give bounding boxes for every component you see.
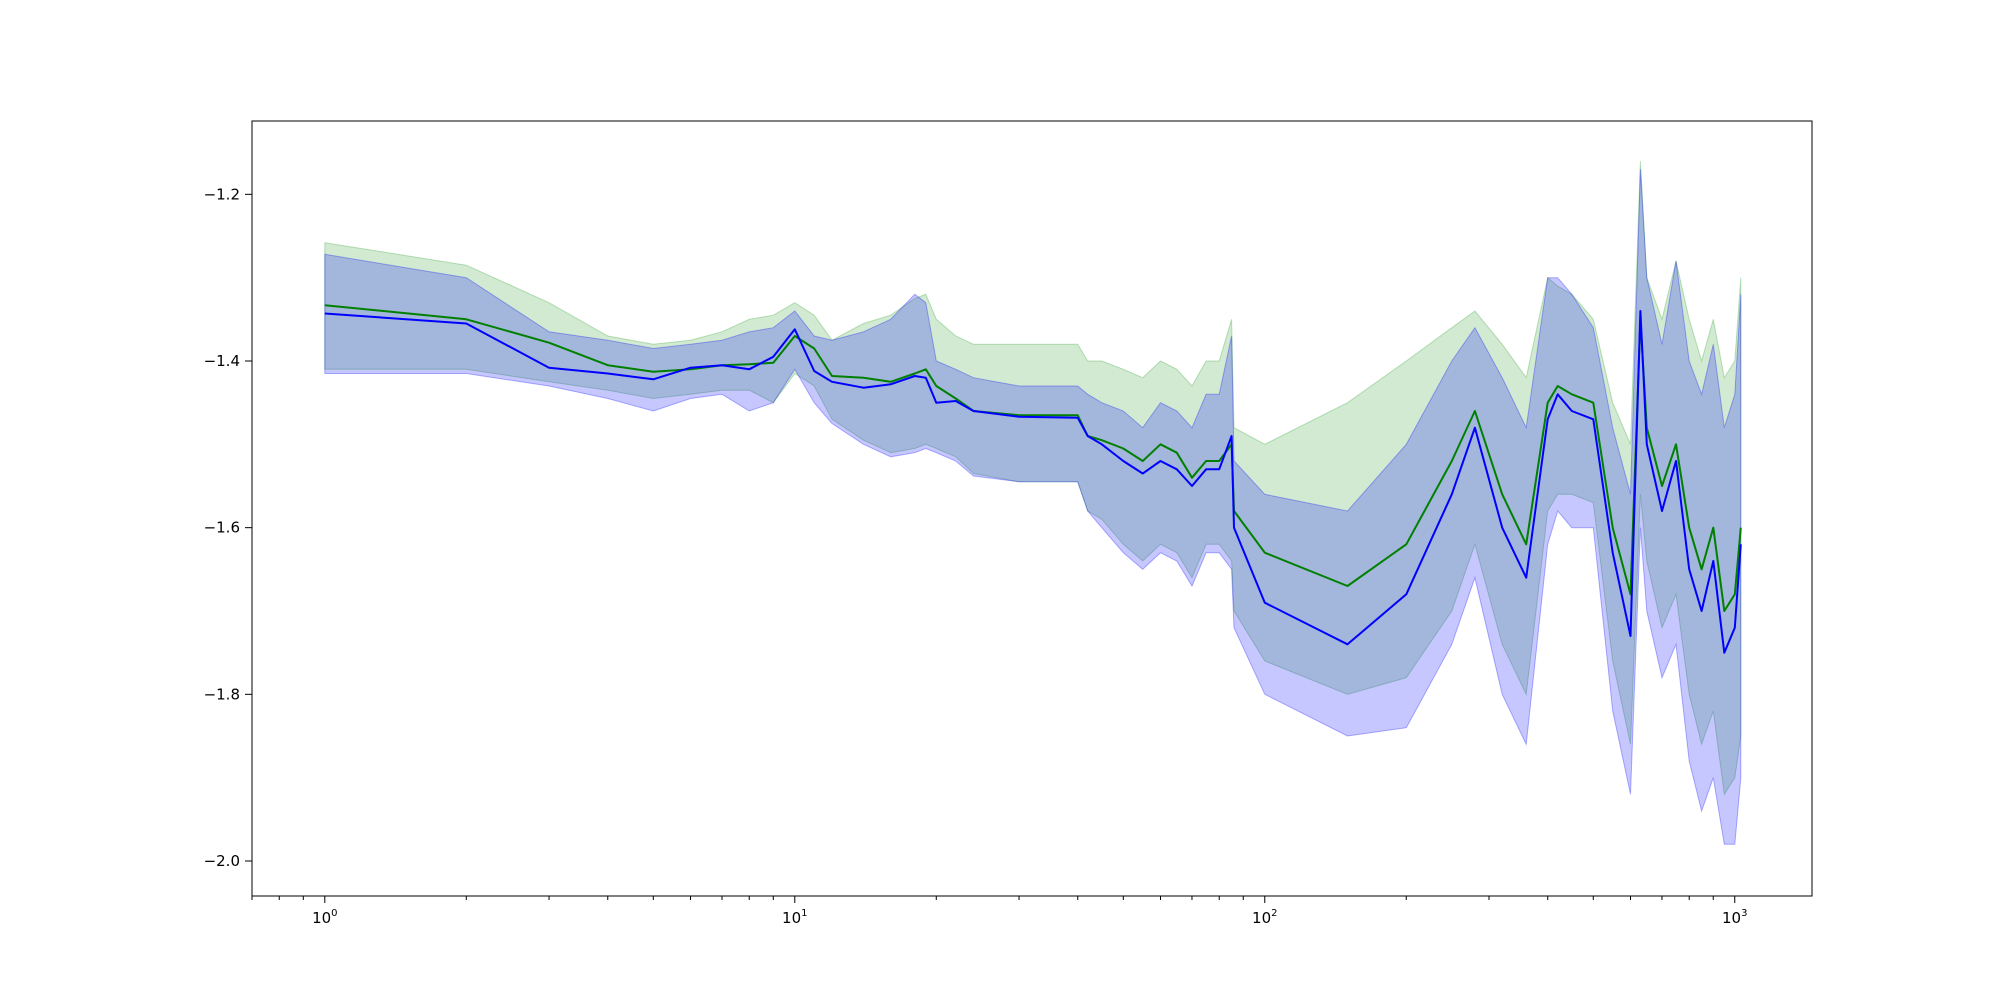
y-tick-label: −1.8 — [204, 685, 240, 703]
y-tick-label: −2.0 — [204, 852, 240, 870]
y-tick-label: −1.2 — [204, 185, 240, 203]
plot-area — [252, 121, 1812, 896]
plot-frame — [251, 120, 1813, 897]
series-1-band — [324, 160, 1742, 796]
y-tick-label: −1.4 — [204, 352, 240, 370]
x-tick-label: 103 — [1722, 908, 1747, 927]
x-tick-label: 100 — [312, 908, 337, 927]
series-2-line — [324, 310, 1742, 654]
x-tick-label: 101 — [782, 908, 807, 927]
x-tick-label: 102 — [1252, 908, 1277, 927]
y-axis: −1.2 −1.4 −1.6 −1.8 −2.0 — [204, 185, 252, 870]
y-tick-label: −1.6 — [204, 519, 240, 537]
x-axis: 100 101 102 103 — [251, 896, 1747, 927]
series-layer — [324, 160, 1742, 845]
series-2-band — [324, 169, 1742, 845]
